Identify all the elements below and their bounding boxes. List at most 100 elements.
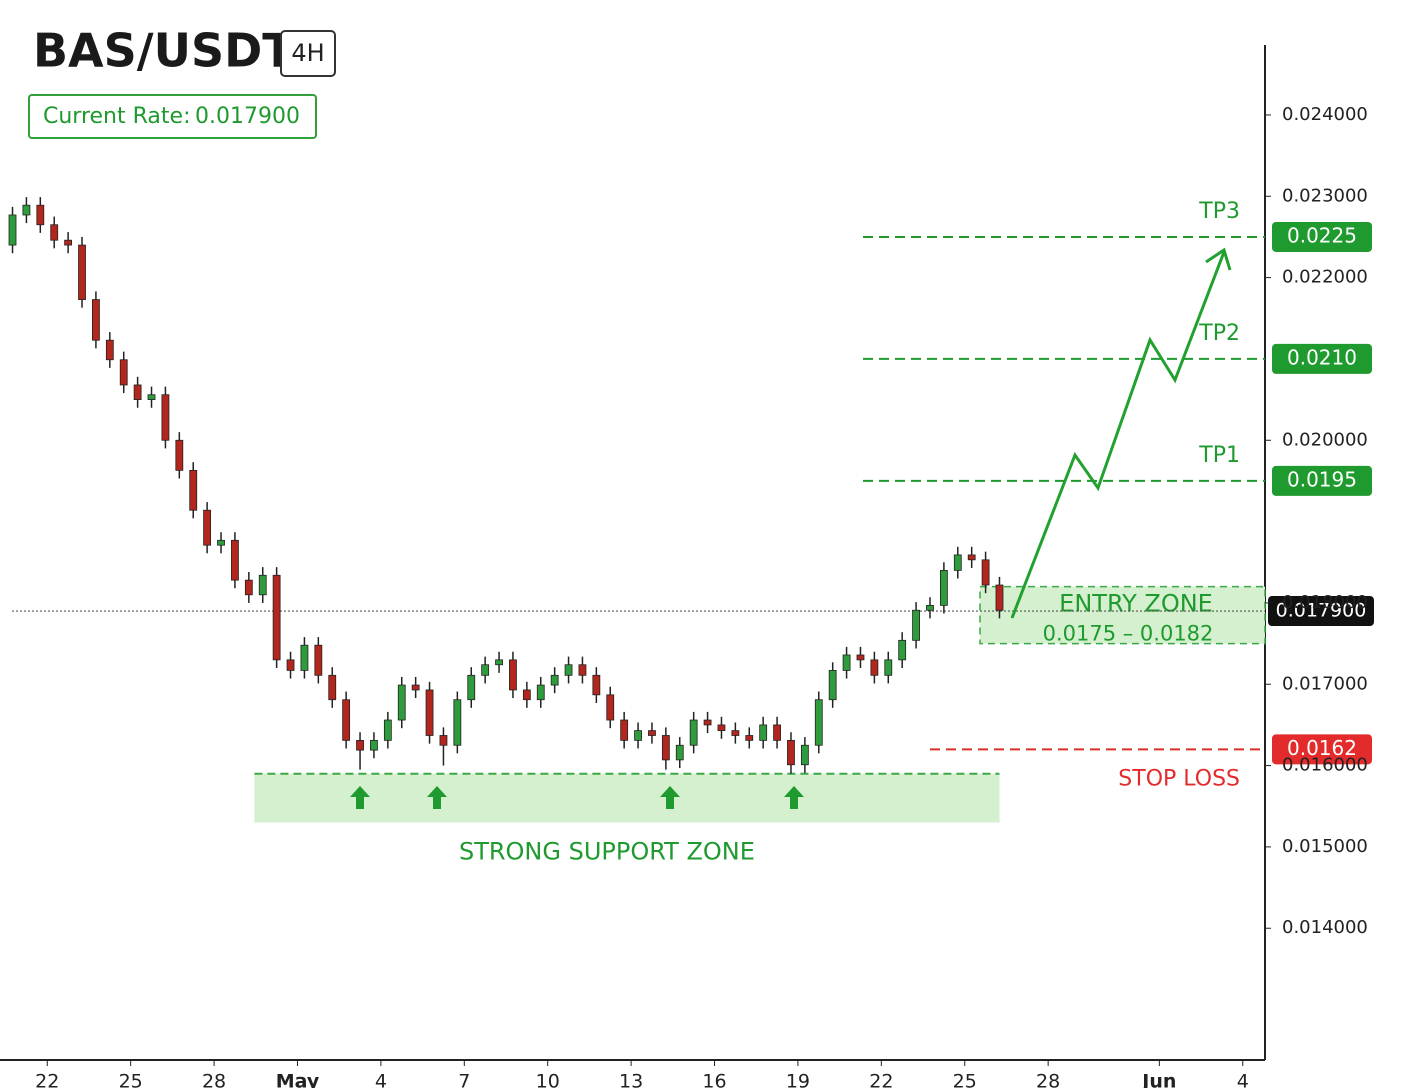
candle-body bbox=[467, 674, 476, 701]
candle-body bbox=[509, 659, 517, 691]
candle-body bbox=[578, 664, 587, 676]
candle-body bbox=[36, 204, 45, 226]
y-tick-label: 0.024000 bbox=[1282, 104, 1368, 125]
candle-body bbox=[161, 394, 170, 441]
level-tag-label: 0.0210 bbox=[1287, 345, 1357, 369]
candle-body bbox=[926, 604, 934, 611]
candle-body bbox=[675, 744, 684, 761]
level-name: TP3 bbox=[1198, 199, 1240, 224]
chart-title: BAS/USDT bbox=[33, 24, 294, 78]
candle-body bbox=[731, 730, 740, 736]
candle-body bbox=[383, 719, 392, 741]
candle-body bbox=[995, 584, 1004, 611]
candle-body bbox=[286, 659, 295, 671]
candle-body bbox=[370, 739, 378, 751]
y-tick-label: 0.015000 bbox=[1282, 836, 1368, 857]
x-tick-label: 4 bbox=[375, 1071, 387, 1089]
candle-body bbox=[953, 554, 962, 571]
timeframe-box bbox=[280, 30, 336, 77]
current-rate-label: Current Rate: bbox=[43, 104, 190, 129]
candle-body bbox=[828, 670, 837, 701]
candle-body bbox=[634, 730, 642, 741]
up-arrow bbox=[784, 786, 804, 809]
candle-body bbox=[78, 244, 86, 300]
level-tag bbox=[1272, 343, 1372, 374]
current-rate-tag-label: 0.017900 bbox=[1276, 600, 1367, 622]
candle-body bbox=[147, 394, 156, 400]
candle-body bbox=[244, 579, 253, 596]
candle-body bbox=[550, 674, 559, 686]
candle-body bbox=[870, 659, 879, 676]
current-rate-tag bbox=[1268, 596, 1374, 627]
x-tick-label: 22 bbox=[35, 1071, 59, 1089]
y-tick-label: 0.014000 bbox=[1282, 917, 1368, 938]
candle-body bbox=[175, 439, 184, 471]
candle-body bbox=[342, 699, 351, 741]
x-tick-label: Jun bbox=[1140, 1071, 1176, 1089]
candle-body bbox=[397, 684, 406, 721]
level-tag-label: 0.0162 bbox=[1287, 736, 1357, 760]
projection-path bbox=[1010, 251, 1226, 619]
candle-body bbox=[203, 509, 212, 546]
candle-body bbox=[787, 739, 795, 766]
x-tick-label: 25 bbox=[119, 1071, 143, 1089]
candle-body bbox=[703, 719, 712, 726]
support-zone-label: STRONG SUPPORT ZONE bbox=[459, 838, 755, 866]
candle-body bbox=[856, 654, 865, 661]
candle-body bbox=[217, 539, 225, 546]
candle-body bbox=[328, 674, 337, 701]
up-arrow bbox=[427, 786, 447, 809]
candle-body bbox=[189, 469, 198, 511]
candle-body bbox=[689, 719, 698, 746]
candle-body bbox=[800, 744, 809, 766]
current-rate-box bbox=[28, 94, 317, 139]
level-name: TP2 bbox=[1198, 321, 1240, 346]
candle-body bbox=[411, 684, 420, 691]
candle-body bbox=[439, 735, 448, 746]
candle-body bbox=[453, 699, 462, 746]
x-tick-label: 13 bbox=[619, 1071, 643, 1089]
candle-body bbox=[648, 730, 656, 736]
y-tick-label: 0.018000 bbox=[1282, 592, 1368, 613]
candle-body bbox=[119, 359, 128, 386]
up-arrow bbox=[660, 786, 680, 809]
candle-body bbox=[884, 659, 893, 676]
entry-zone bbox=[979, 585, 1266, 645]
candle-body bbox=[22, 204, 31, 216]
current-rate-value: 0.017900 bbox=[195, 104, 300, 129]
y-tick-label: 0.017000 bbox=[1282, 673, 1368, 694]
candle-body bbox=[773, 724, 781, 741]
y-tick-label: 0.023000 bbox=[1282, 185, 1368, 206]
candle-body bbox=[64, 239, 73, 246]
candle-body bbox=[661, 735, 670, 761]
x-tick-label: 25 bbox=[953, 1071, 977, 1089]
level-tag bbox=[1272, 221, 1372, 252]
entry-zone-label: ENTRY ZONE bbox=[1059, 590, 1213, 618]
x-tick-label: 7 bbox=[458, 1071, 470, 1089]
candle-body bbox=[425, 689, 434, 736]
x-tick-label: 28 bbox=[202, 1071, 226, 1089]
candle-body bbox=[967, 554, 976, 561]
candle-body bbox=[50, 224, 59, 241]
level-tag-label: 0.0195 bbox=[1287, 467, 1357, 491]
x-tick-label: May bbox=[276, 1071, 320, 1089]
y-tick-label: 0.020000 bbox=[1282, 429, 1368, 450]
level-tag bbox=[1272, 465, 1372, 496]
candle-body bbox=[231, 539, 239, 581]
candle-body bbox=[759, 724, 768, 741]
candle-body bbox=[912, 609, 920, 641]
candle-body bbox=[356, 739, 364, 751]
candle-body bbox=[717, 724, 726, 732]
candle-body bbox=[300, 644, 309, 671]
level-tag bbox=[1272, 734, 1372, 765]
x-tick-label: 4 bbox=[1237, 1071, 1249, 1089]
x-tick-label: 22 bbox=[869, 1071, 893, 1089]
candle-body bbox=[898, 639, 907, 661]
candle-body bbox=[8, 214, 17, 246]
candle-body bbox=[272, 574, 281, 661]
timeframe: 4H bbox=[291, 39, 324, 67]
candle-body bbox=[981, 559, 990, 586]
x-tick-label: 28 bbox=[1036, 1071, 1060, 1089]
candle-body bbox=[133, 384, 142, 400]
